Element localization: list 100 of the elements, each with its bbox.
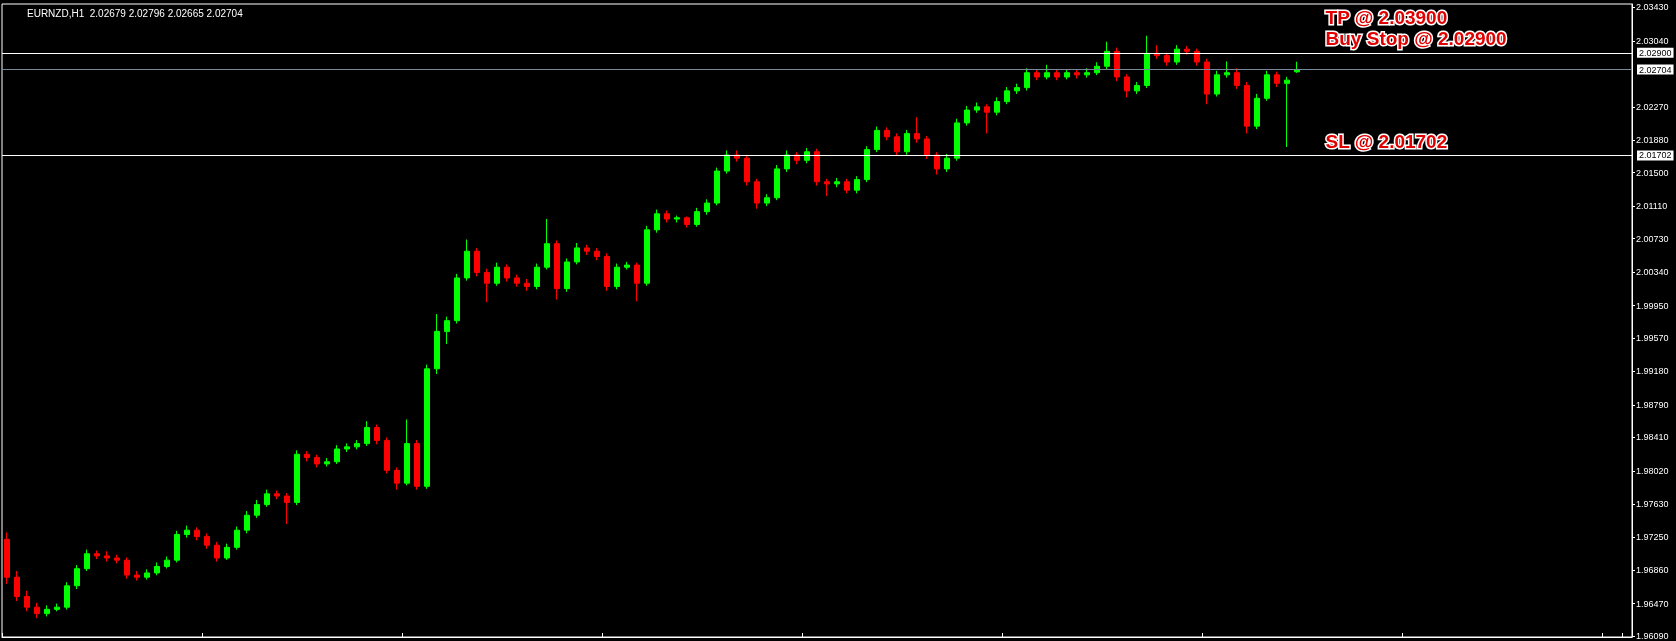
candlestick [704,198,710,216]
y-tick-label: 2.03430 [1636,2,1669,13]
candlestick [344,442,350,453]
candlestick [1204,58,1210,105]
y-tick-label: 1.99950 [1636,300,1669,311]
candlestick [924,135,930,160]
candlestick [564,257,570,293]
candlestick [1034,69,1040,81]
candlestick [84,549,90,572]
candlestick [334,444,340,465]
candlestick [784,149,790,173]
candlestick [1174,44,1180,66]
y-tick-label: 1.96860 [1636,565,1669,576]
y-tick-label: 1.99570 [1636,333,1669,344]
candlestick [754,178,760,210]
candlestick [694,207,700,228]
candlestick [1214,70,1220,98]
candlestick [1124,73,1130,98]
candlestick [174,530,180,563]
chart-title: EURNZD,H1 2.02679 2.02796 2.02665 2.02704 [27,7,244,19]
candlestick [524,278,530,292]
candlestick [1004,86,1010,105]
candlestick [384,436,390,474]
candlestick [604,252,610,292]
y-tick-label: 2.03040 [1636,35,1669,46]
candlestick [314,454,320,468]
candlestick [774,164,780,201]
candlestick [1274,71,1280,88]
candlestick [434,313,440,375]
y-tick-label: 1.98020 [1636,465,1669,476]
candlestick [684,215,690,229]
candlestick [634,262,640,302]
candlestick [194,526,200,541]
candlestick [4,532,10,585]
candlestick [374,424,380,445]
candlestick [954,118,960,162]
candlestick [904,129,910,156]
candlestick [944,153,950,173]
candlestick [854,175,860,194]
y-tick-label: 2.00730 [1636,233,1669,244]
candlestick [574,242,580,265]
candlestick [584,244,590,256]
candlestick [264,489,270,508]
y-tick-label: 1.96090 [1636,631,1669,641]
candlestick [1224,60,1230,79]
candlestick [554,239,560,301]
candlestick [834,177,840,188]
candlestick [404,418,410,486]
candlestick [1144,35,1150,89]
candlestick [44,604,50,617]
candlestick [394,466,400,491]
annotation: TP @ 2.03900 [1325,6,1448,28]
candlestick [894,132,900,157]
candlestick [714,167,720,206]
candlestick [294,449,300,506]
ref-line-label: 2.01702 [1639,150,1672,161]
candlestick [984,103,990,134]
candlestick [1164,52,1170,67]
candlestick [974,102,980,114]
y-tick-label: 2.00340 [1636,267,1669,278]
candlestick [1014,83,1020,95]
candlestick [624,261,630,271]
candlestick [1054,69,1060,81]
candlestick [1104,41,1110,70]
candlestick [964,105,970,127]
candlestick [824,178,830,197]
candlestick [164,555,170,569]
ref-line-label: 2.02704 [1639,64,1672,75]
y-tick-label: 2.01880 [1636,135,1669,146]
y-tick-label: 1.98790 [1636,399,1669,410]
candlestick [64,581,70,611]
candlestick [484,268,490,303]
candlestick [914,116,920,144]
candlestick [224,543,230,561]
candlestick [144,568,150,581]
candlestick [444,316,450,345]
candlestick [74,564,80,590]
annotation: SL @ 2.01702 [1325,130,1448,152]
candlestick [804,147,810,164]
y-tick-label: 1.97630 [1636,499,1669,510]
candlestick [1264,70,1270,102]
candlestick [274,490,280,500]
candlestick [124,556,130,580]
candlestick [324,457,330,468]
candlestick [1244,81,1250,134]
candlestick [724,149,730,175]
candlestick [934,151,940,175]
candlestick [94,549,100,560]
candlestick [304,450,310,462]
candlestick [654,209,660,234]
candlestick [1074,69,1080,80]
candlestick [1284,76,1290,148]
candlestick [664,209,670,223]
candlestick [1044,64,1050,80]
candlestick [364,420,370,447]
candlestick [814,148,820,187]
candlestick [994,96,1000,116]
candlestick [284,492,290,525]
candlestick [54,603,60,612]
candlestick [744,154,750,187]
